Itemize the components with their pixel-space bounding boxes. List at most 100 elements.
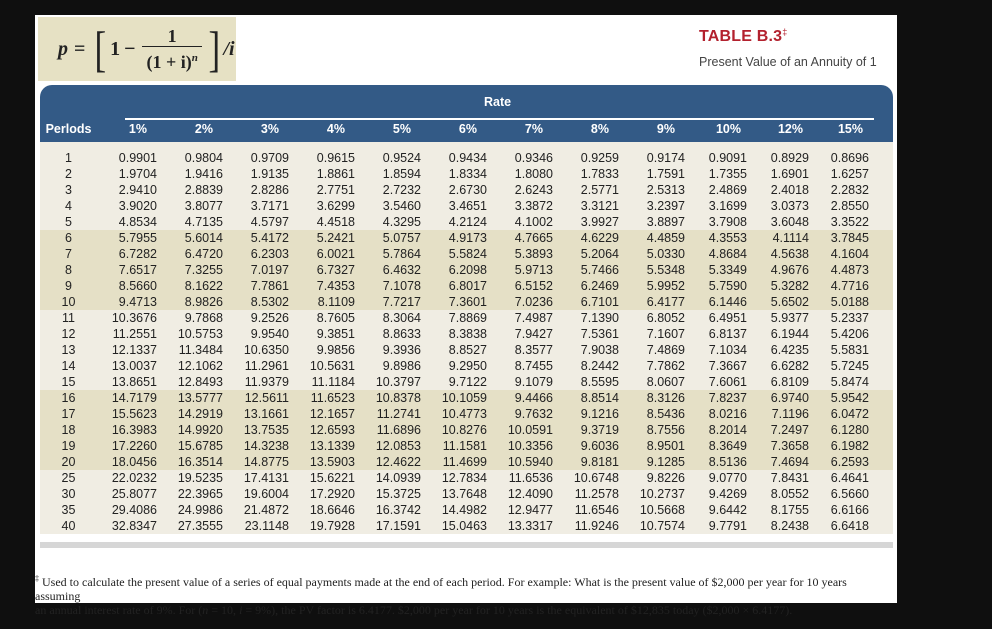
row-band: 1 0.9901 0.9804 0.9709 0.9615 0.9524 0.9434 0.9… — [40, 150, 893, 230]
formula-fraction: 1 (1 + i)n — [142, 26, 202, 72]
factor-cell: 2.6243 — [514, 183, 553, 197]
factor-cell: 12.6593 — [309, 423, 355, 437]
factor-cell: 6.4177 — [646, 295, 685, 309]
factor-cell: 5.3282 — [770, 279, 809, 293]
factor-cell: 5.2064 — [580, 247, 619, 261]
period-cell: 2 — [65, 167, 72, 181]
rate-header: 15% — [837, 122, 863, 136]
factor-cell: 11.6896 — [376, 423, 421, 437]
factor-cell: 0.9091 — [708, 151, 747, 165]
factor-cell: 7.4694 — [770, 455, 809, 469]
factor-cell: 6.5152 — [514, 279, 553, 293]
period-cell: 30 — [61, 487, 76, 501]
footnote-line-2a: an annual interest rate of 9%. For ( — [35, 603, 203, 617]
factor-cell: 3.8077 — [184, 199, 223, 213]
factor-cell: 9.8226 — [646, 471, 685, 485]
factor-cell: 11.6546 — [574, 503, 619, 517]
double-dagger-mark: ‡ — [782, 27, 788, 37]
denominator-base: (1 + i) — [146, 52, 192, 72]
factor-cell: 3.4651 — [448, 199, 487, 213]
factor-cell: 16.3983 — [111, 423, 157, 437]
factor-cell: 21.4872 — [243, 503, 289, 517]
factor-cell: 9.7122 — [448, 375, 487, 389]
factor-cell: 8.7455 — [514, 359, 553, 373]
factor-cell: 3.7908 — [708, 215, 747, 229]
factor-cell: 13.1339 — [309, 439, 355, 453]
footnote-line-2b: = 10, — [208, 603, 240, 617]
factor-cell: 4.3295 — [382, 215, 421, 229]
factor-cell: 17.2260 — [111, 439, 157, 453]
factor-cell: 15.3725 — [375, 487, 421, 501]
factor-cell: 9.9856 — [316, 343, 355, 357]
rate-header: 1% — [128, 122, 147, 136]
denominator-exponent: n — [191, 52, 198, 64]
factor-cell: 6.8109 — [770, 375, 809, 389]
factor-cell: 11.6523 — [310, 391, 355, 405]
period-cell: 10 — [61, 295, 76, 309]
table-row: 14 13.0037 12.1062 11.2961 10.5631 9.8986 9.29… — [40, 358, 893, 374]
table-row: 13 12.1337 11.3484 10.6350 9.9856 9.3936 8.852… — [40, 342, 893, 358]
factor-cell: 10.1059 — [441, 391, 487, 405]
factor-cell: 5.0757 — [382, 231, 421, 245]
table-body: 1 0.9901 0.9804 0.9709 0.9615 0.9524 0.9434 0.9… — [40, 142, 893, 534]
factor-cell: 15.0463 — [441, 519, 487, 533]
factor-cell: 14.8775 — [243, 455, 289, 469]
factor-cell: 0.8929 — [770, 151, 809, 165]
rate-header: 8% — [590, 122, 609, 136]
factor-cell: 10.6350 — [243, 343, 289, 357]
factor-cell: 6.4235 — [770, 343, 809, 357]
factor-cell: 7.7861 — [250, 279, 289, 293]
formula-box: p = [ 1 − 1 (1 + i)n ] /i — [38, 17, 236, 81]
factor-cell: 9.1285 — [646, 455, 685, 469]
footnote-mark: ‡ — [35, 574, 39, 583]
factor-cell: 3.1699 — [708, 199, 747, 213]
factor-cell: 13.7648 — [441, 487, 487, 501]
factor-cell: 8.2014 — [708, 423, 747, 437]
table-row: 40 32.8347 27.3555 23.1148 19.7928 17.1591 15.… — [40, 518, 893, 534]
formula-one: 1 — [110, 37, 121, 60]
factor-cell: 6.4720 — [184, 247, 223, 261]
factor-cell: 10.8378 — [375, 391, 421, 405]
rate-header: 2% — [194, 122, 213, 136]
factor-cell: 0.9434 — [448, 151, 487, 165]
factor-cell: 9.7868 — [184, 311, 223, 325]
table-row: 2 1.9704 1.9416 1.9135 1.8861 1.8594 1.8334 1.8… — [40, 166, 893, 182]
table-subtitle: Present Value of an Annuity of 1 — [699, 55, 877, 69]
table-header: Rate Perlods 1% 2% 3% 4% 5% 6% 7% 8% 9% 10% 12% 15% — [40, 85, 893, 142]
factor-cell: 5.6502 — [770, 295, 809, 309]
factor-cell: 8.9826 — [184, 295, 223, 309]
factor-cell: 14.2919 — [177, 407, 223, 421]
factor-cell: 5.7864 — [382, 247, 421, 261]
factor-cell: 6.6282 — [770, 359, 809, 373]
period-cell: 15 — [61, 375, 76, 389]
factor-cell: 8.5660 — [118, 279, 157, 293]
factor-cell: 12.8493 — [177, 375, 223, 389]
row-band: 16 14.7179 13.5777 12.5611 11.6523 10.8378 10.… — [40, 390, 893, 470]
factor-cell: 4.3553 — [708, 231, 747, 245]
factor-cell: 7.9038 — [580, 343, 619, 357]
factor-cell: 2.9410 — [118, 183, 157, 197]
period-cell: 9 — [65, 279, 72, 293]
factor-cell: 0.9174 — [646, 151, 685, 165]
factor-cell: 0.9709 — [250, 151, 289, 165]
factor-cell: 7.1034 — [708, 343, 747, 357]
table-row: 19 17.2260 15.6785 14.3238 13.1339 12.0853 11.… — [40, 438, 893, 454]
factor-cell: 8.1622 — [184, 279, 223, 293]
table-row: 7 6.7282 6.4720 6.2303 6.0021 5.7864 5.5824 5.3… — [40, 246, 893, 262]
factor-cell: 6.7282 — [118, 247, 157, 261]
factor-cell: 9.4269 — [708, 487, 747, 501]
factor-cell: 1.8334 — [448, 167, 487, 181]
factor-cell: 10.2737 — [639, 487, 685, 501]
factor-cell: 6.6418 — [830, 519, 869, 533]
page: p = [ 1 − 1 (1 + i)n ] /i TABLE B.3‡ Pre… — [35, 15, 897, 617]
table-row: 16 14.7179 13.5777 12.5611 11.6523 10.8378 10.… — [40, 390, 893, 406]
row-band: 6 5.7955 5.6014 5.4172 5.2421 5.0757 4.9173 4.7… — [40, 230, 893, 310]
period-cell: 20 — [61, 455, 76, 469]
factor-cell: 2.2832 — [830, 183, 869, 197]
factor-cell: 9.3851 — [316, 327, 355, 341]
factor-cell: 9.7632 — [514, 407, 553, 421]
factor-cell: 6.2098 — [448, 263, 487, 277]
factor-cell: 6.1280 — [830, 423, 869, 437]
factor-cell: 3.3121 — [580, 199, 619, 213]
factor-cell: 11.4699 — [442, 455, 487, 469]
